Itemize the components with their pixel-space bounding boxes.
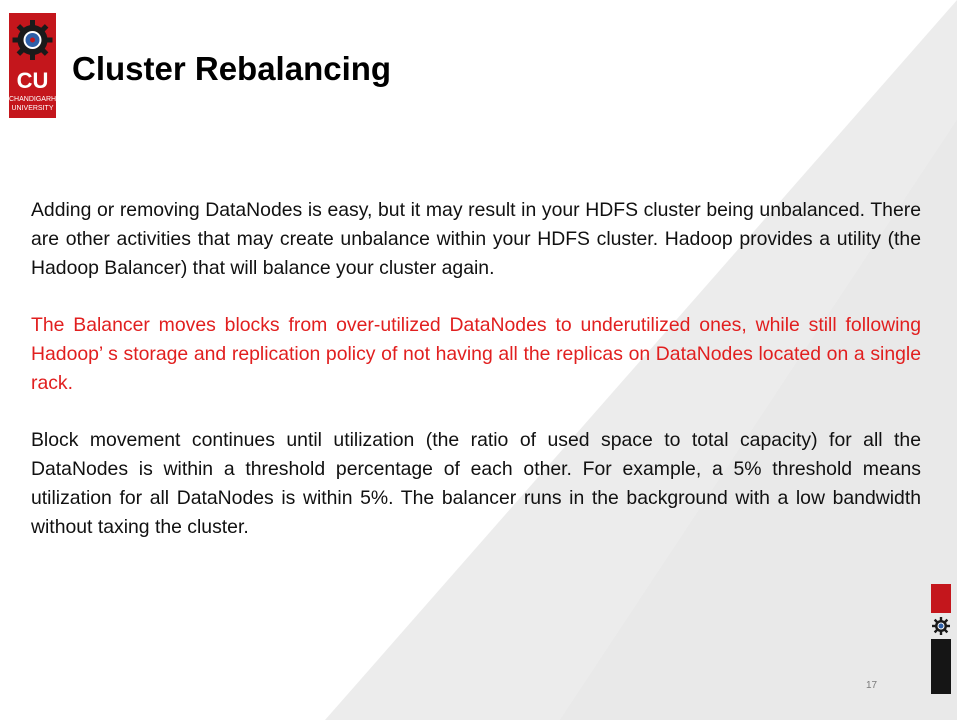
slide-title: Cluster Rebalancing (72, 50, 392, 87)
gear-icon (932, 617, 950, 635)
logo-name-line2: UNIVERSITY (11, 105, 54, 112)
paragraph-balancer-highlight: The Balancer moves blocks from over-util… (31, 314, 921, 394)
gear-emblem-icon (12, 20, 53, 60)
logo-university-name: CHANDIGARH UNIVERSITY (9, 95, 56, 113)
university-logo: CU CHANDIGARH UNIVERSITY (9, 13, 56, 118)
logo-abbreviation: CU (16, 68, 49, 93)
page-number: 17 (866, 680, 878, 691)
paragraph-intro: Adding or removing DataNodes is easy, bu… (31, 199, 921, 279)
side-red-block (931, 584, 951, 613)
side-black-block (931, 639, 951, 694)
logo-name-line1: CHANDIGARH (9, 96, 57, 103)
paragraph-block-movement: Block movement continues until utilizati… (31, 429, 921, 538)
